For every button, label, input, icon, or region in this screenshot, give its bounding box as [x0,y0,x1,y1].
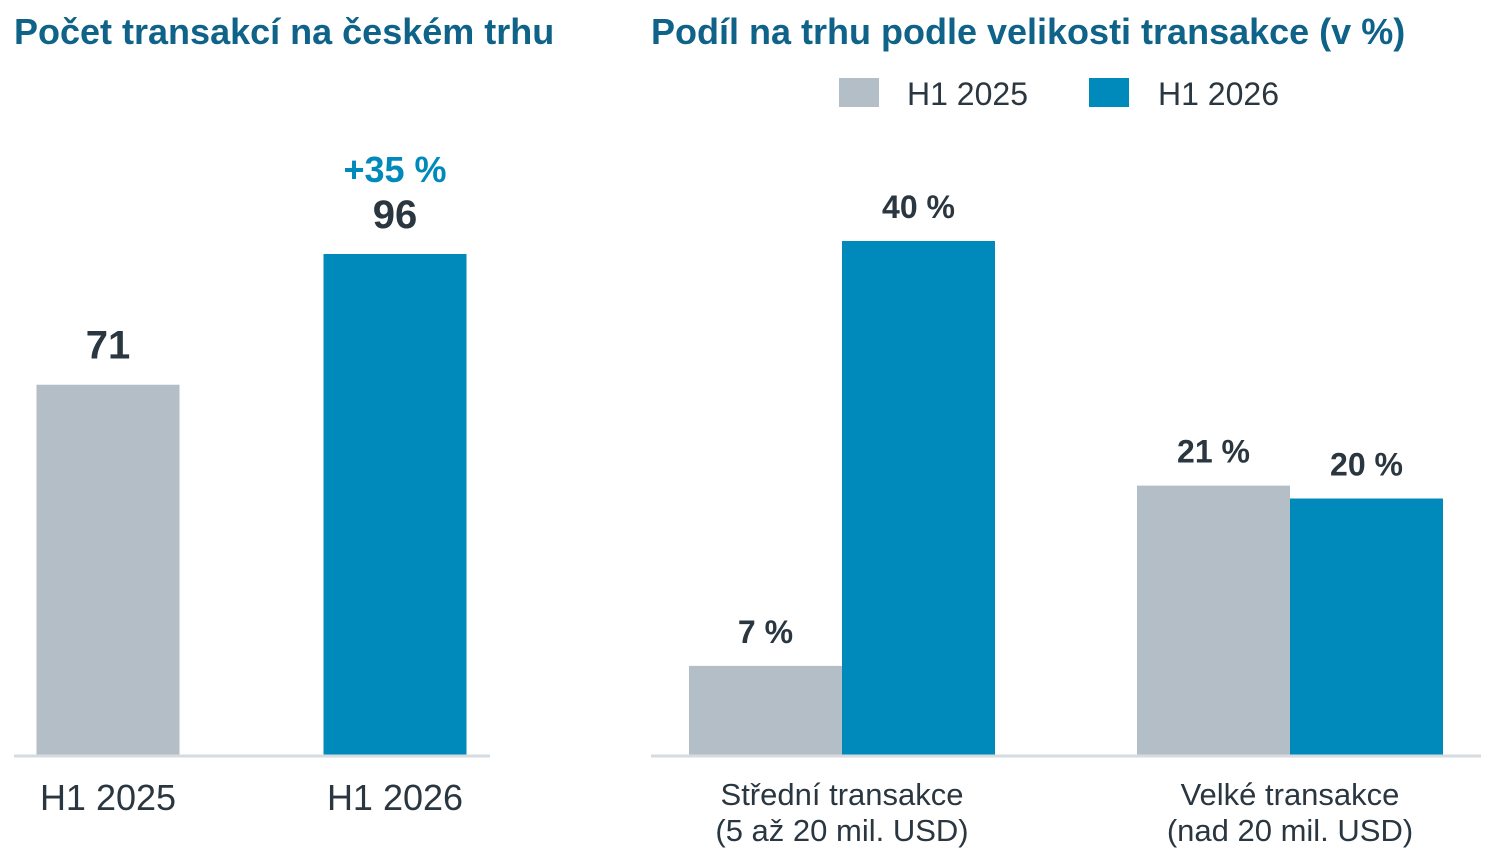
legend-label-h1-2025: H1 2025 [907,76,1028,112]
count-bar-value-label: 71 [86,324,131,368]
count-bar-h1-2025 [36,384,180,756]
legend-swatch-h1-2025 [839,78,879,107]
share-bar-h1-2025 [689,665,842,756]
legend-label-h1-2026: H1 2026 [1158,76,1279,112]
share-chart-title: Podíl na trhu podle velikosti transakce … [651,11,1405,52]
share-bar-value-label: 40 % [882,189,955,225]
legend-swatch-h1-2026 [1089,78,1129,107]
share-chart: Podíl na trhu podle velikosti transakce … [651,11,1481,848]
share-category-label: (5 až 20 mil. USD) [715,813,968,848]
count-bar-value-label: 96 [373,193,418,237]
share-category-label: Velké transakce [1181,777,1400,812]
share-bar-h1-2026 [842,241,995,756]
share-bar-value-label: 20 % [1330,447,1403,483]
count-chart-title: Počet transakcí na českém trhu [14,11,554,52]
share-bar-value-label: 21 % [1177,434,1250,470]
share-bar-h1-2026 [1290,498,1443,756]
share-category-label: (nad 20 mil. USD) [1167,813,1413,848]
share-bar-h1-2025 [1137,485,1290,756]
count-bar-h1-2026 [323,254,467,756]
growth-annotation: +35 % [343,149,446,190]
share-category-label: Střední transakce [721,777,964,812]
share-chart-legend: H1 2025 H1 2026 [839,76,1279,112]
count-chart: Počet transakcí na českém trhu 71 H1 2025… [14,11,554,818]
share-bar-value-label: 7 % [738,614,793,650]
count-category-label: H1 2026 [327,777,463,818]
count-category-label: H1 2025 [40,777,176,818]
